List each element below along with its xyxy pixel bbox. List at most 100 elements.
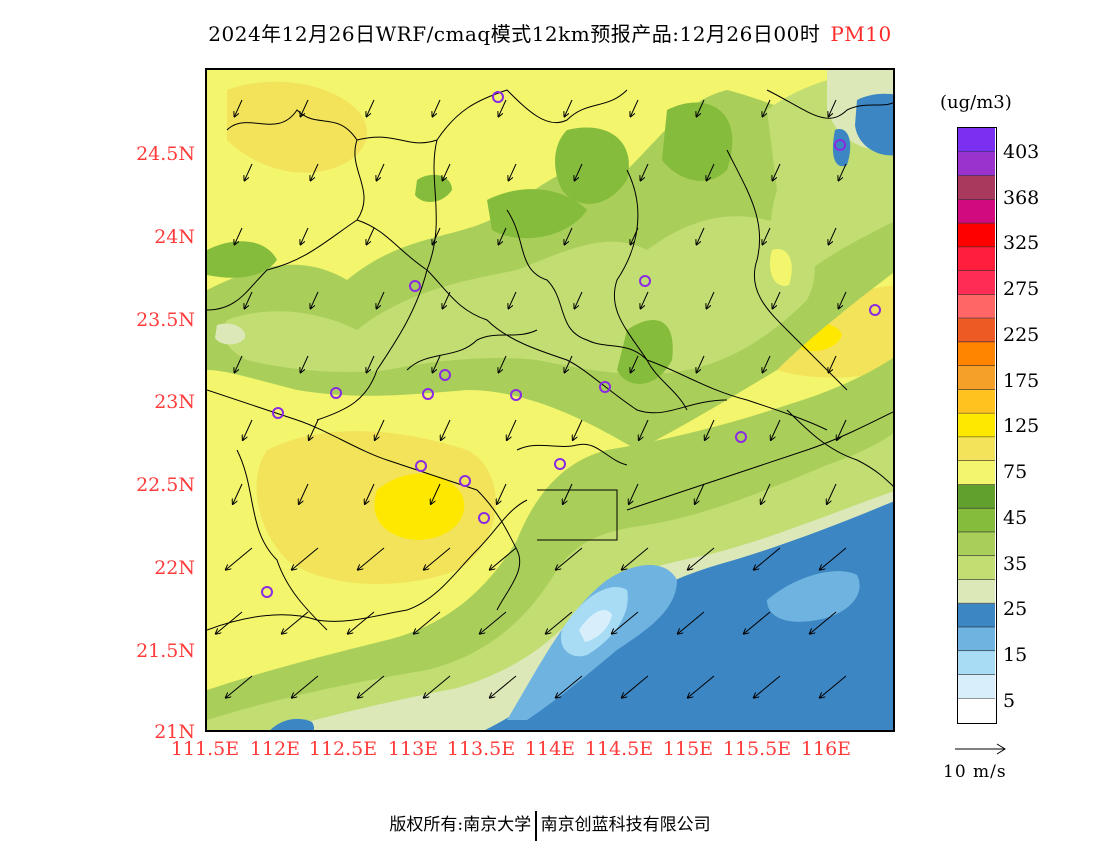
wind-arrow bbox=[575, 163, 583, 180]
wind-arrow bbox=[235, 227, 243, 244]
colorbar-level: 275 bbox=[1003, 278, 1040, 300]
wind-arrow bbox=[773, 291, 781, 308]
copyright-text: 版权所有:南京大学 bbox=[389, 815, 532, 835]
wind-arrow bbox=[688, 675, 715, 698]
wind-arrow bbox=[507, 419, 517, 440]
station-marker bbox=[869, 304, 881, 316]
wind-arrow bbox=[299, 483, 309, 504]
wind-arrow bbox=[480, 611, 507, 634]
wind-arrow bbox=[377, 291, 385, 308]
wind-arrow bbox=[839, 163, 847, 180]
wind-arrow bbox=[243, 419, 253, 440]
wind-arrow bbox=[563, 483, 573, 504]
wind-reference-label: 10 m/s bbox=[943, 762, 1007, 782]
colorbar-swatch bbox=[958, 294, 995, 319]
colorbar-swatch bbox=[958, 698, 995, 723]
wind-arrow bbox=[707, 163, 715, 180]
wind-arrow bbox=[441, 419, 451, 440]
lon-label: 111.5E bbox=[170, 738, 240, 760]
wind-arrow bbox=[433, 227, 441, 244]
wind-arrow bbox=[311, 163, 319, 180]
sea-blue-sw-pocket bbox=[270, 718, 315, 730]
wind-arrow bbox=[301, 355, 309, 372]
chart-title: 2024年12月26日WRF/cmaq模式12km预报产品:12月26日00时 P… bbox=[0, 18, 1100, 47]
lat-label: 24.5N bbox=[136, 143, 195, 165]
wind-arrow bbox=[292, 675, 319, 698]
lon-label: 114E bbox=[524, 738, 576, 760]
wind-arrow bbox=[433, 99, 441, 116]
wind-arrow bbox=[622, 547, 649, 570]
colorbar-swatch bbox=[958, 151, 995, 177]
station-markers bbox=[261, 91, 881, 598]
colorbar-swatch bbox=[958, 674, 995, 699]
wind-arrow bbox=[556, 547, 583, 570]
colorbar-level: 25 bbox=[1003, 598, 1028, 620]
station-marker bbox=[639, 275, 651, 287]
wind-arrow bbox=[358, 675, 385, 698]
wind-arrow bbox=[367, 227, 375, 244]
colorbar-swatch bbox=[958, 579, 995, 604]
wind-arrow bbox=[697, 355, 705, 372]
lat-label: 24N bbox=[154, 226, 195, 248]
wind-arrow bbox=[292, 547, 319, 570]
wind-arrow bbox=[311, 291, 319, 308]
wind-arrow bbox=[641, 291, 649, 308]
wind-arrow bbox=[216, 611, 243, 634]
wind-arrow bbox=[707, 291, 715, 308]
wind-arrow bbox=[375, 419, 385, 440]
colorbar-swatches bbox=[958, 128, 995, 723]
lat-label: 22.5N bbox=[136, 474, 195, 496]
map-canvas bbox=[207, 70, 893, 730]
contour-15-ne-sea bbox=[855, 93, 893, 156]
colorbar-swatch bbox=[958, 484, 995, 509]
contour-45-dark-1 bbox=[487, 189, 587, 239]
lon-label: 113.5E bbox=[446, 738, 516, 760]
colorbar-swatch bbox=[958, 650, 995, 675]
wind-arrow bbox=[744, 611, 771, 634]
wind-arrow bbox=[301, 227, 309, 244]
lat-label: 21.5N bbox=[136, 640, 195, 662]
lon-label: 113E bbox=[387, 738, 439, 760]
station-marker bbox=[554, 458, 566, 470]
colorbar-level: 175 bbox=[1003, 370, 1040, 392]
wind-arrow bbox=[829, 99, 837, 116]
wind-vector-field bbox=[216, 99, 847, 698]
colorbar-swatch bbox=[958, 341, 995, 367]
wind-arrow bbox=[282, 611, 309, 634]
colorbar-swatch bbox=[958, 531, 995, 557]
colorbar-level: 225 bbox=[1003, 324, 1040, 346]
admin-boundaries bbox=[207, 89, 893, 631]
wind-arrow bbox=[565, 355, 573, 372]
wind-arrow bbox=[773, 163, 781, 180]
wind-arrow bbox=[377, 163, 385, 180]
wind-arrow bbox=[565, 99, 573, 116]
wind-arrow bbox=[754, 547, 781, 570]
wind-arrow bbox=[763, 355, 771, 372]
colorbar-swatch bbox=[958, 199, 995, 224]
wind-arrow bbox=[497, 483, 507, 504]
lon-label: 112E bbox=[249, 738, 301, 760]
station-marker bbox=[330, 387, 342, 399]
colorbar-swatch bbox=[958, 318, 995, 343]
colorbar-swatch bbox=[958, 626, 995, 652]
colorbar-level: 403 bbox=[1003, 141, 1040, 163]
wind-arrow bbox=[443, 163, 451, 180]
wind-arrow bbox=[499, 355, 507, 372]
colorbar-swatch bbox=[958, 175, 995, 200]
contour-125-a bbox=[374, 473, 465, 540]
lon-label: 115.5E bbox=[722, 738, 792, 760]
title-pollutant: PM10 bbox=[830, 22, 892, 46]
footer-divider bbox=[535, 810, 537, 841]
wind-arrow bbox=[245, 163, 253, 180]
contour-45-dark-3 bbox=[662, 102, 733, 181]
colorbar-units: (ug/m3) bbox=[940, 92, 1012, 113]
colorbar-swatch bbox=[958, 365, 995, 390]
wind-arrow bbox=[509, 291, 517, 308]
wind-arrow bbox=[639, 419, 649, 440]
wind-arrow bbox=[301, 99, 309, 116]
station-marker bbox=[415, 460, 427, 472]
wind-arrow bbox=[443, 291, 451, 308]
wind-arrow bbox=[754, 675, 781, 698]
wind-arrow bbox=[827, 483, 837, 504]
wind-arrow bbox=[499, 99, 507, 116]
